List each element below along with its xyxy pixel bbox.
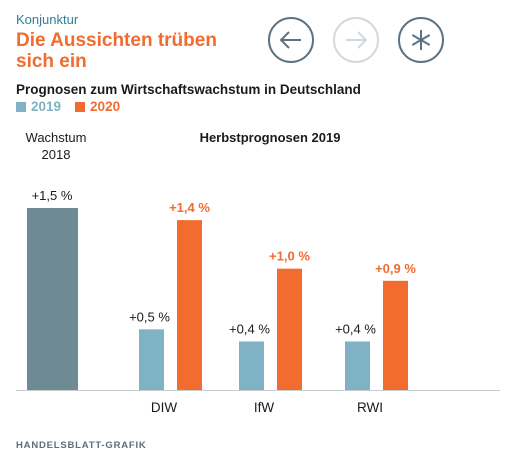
source-credit: HANDELSBLATT-GRAFIK [16,440,147,451]
legend-swatch-2020 [75,101,86,112]
data-label-ifw-2020: +1,0 % [269,249,310,264]
arrow-left-icon [279,31,301,49]
bar-ifw-2019 [239,341,264,390]
data-label-wachstum-2018: +1,5 % [32,188,73,203]
group-title: Herbstprognosen 2019 [199,130,341,145]
baseline-title-line2: 2018 [41,147,71,162]
legend-swatch-2019 [16,101,26,112]
x-tick-label-diw: DIW [151,400,178,415]
bar-rwi-2019 [345,341,370,390]
legend: 2019 2020 [16,99,120,114]
x-tick-label-ifw: IfW [254,400,275,415]
back-button[interactable] [268,17,314,63]
data-label-rwi-2020: +0,9 % [375,261,416,276]
kicker: Konjunktur [16,12,79,27]
bar-diw-2020 [177,220,202,390]
bar-diw-2019 [139,329,164,390]
data-label-rwi-2019: +0,4 % [335,321,376,336]
legend-label-2019: 2019 [31,99,62,114]
baseline-title-line1: Wachstum [25,130,87,145]
bar-ifw-2020 [277,268,302,390]
legend-label-2020: 2020 [90,99,121,114]
data-label-ifw-2019: +0,4 % [229,321,270,336]
share-button[interactable] [398,17,444,63]
arrow-right-icon [346,31,368,49]
bar-wachstum-2018 [27,208,78,390]
legend-item-2019: 2019 [16,99,61,114]
forward-button[interactable] [333,17,379,63]
data-label-diw-2019: +0,5 % [129,309,170,324]
bar-rwi-2020 [383,280,408,390]
x-tick-label-rwi: RWI [357,400,383,415]
asterisk-icon [411,30,431,50]
headline: Die Aussichten trüben sich ein [16,30,217,72]
chart-title: Prognosen zum Wirtschaftswachstum in Deu… [16,82,361,97]
data-label-diw-2020: +1,4 % [169,200,210,215]
baseline-title: Wachstum 2018 [8,129,104,163]
legend-item-2020: 2020 [75,99,120,114]
